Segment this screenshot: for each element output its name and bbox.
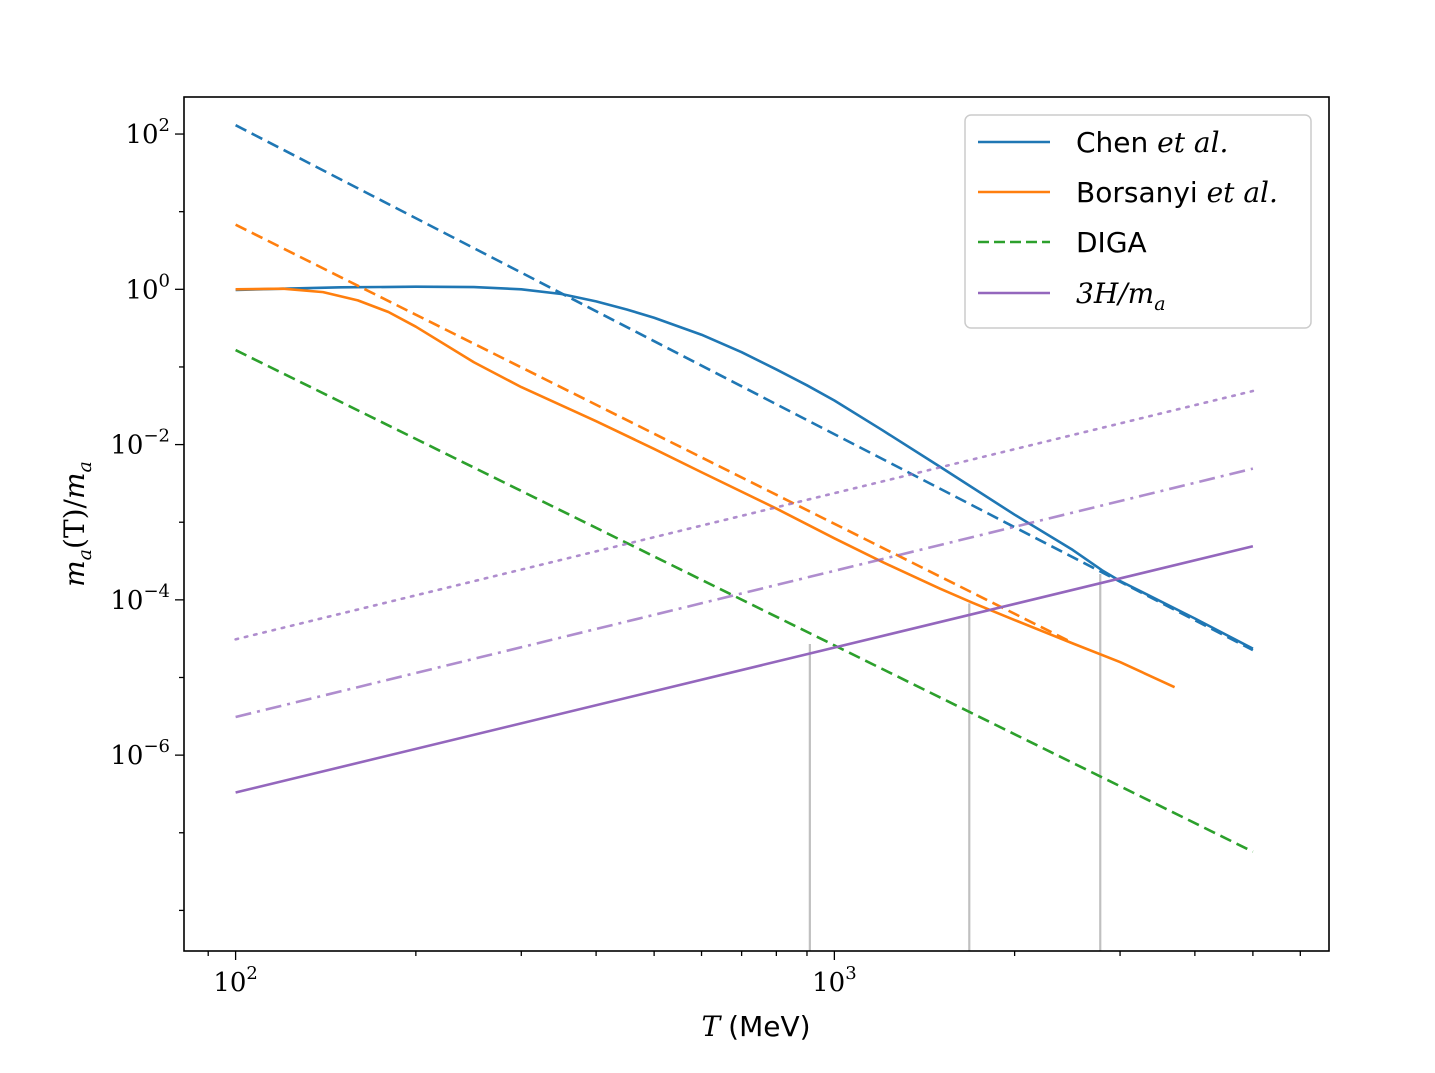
vertical-markers — [808, 574, 1102, 951]
plot-frame — [183, 96, 1330, 952]
series-group — [234, 124, 1255, 853]
series-chen-et-al-power-law — [235, 124, 1254, 652]
y-tick-label-1: 100 — [125, 270, 170, 305]
x-tick-label-1: 103 — [812, 963, 857, 998]
legend-entry-chen: Chen et al. — [978, 126, 1228, 159]
y-tick-label-4: 10−6 — [110, 736, 170, 771]
legend: Chen et al. Borsanyi et al. DIGA 3H/ma — [964, 114, 1312, 329]
legend-entry-borsanyi: Borsanyi et al. — [978, 176, 1278, 209]
series-3h-m-a-dotted — [234, 389, 1255, 641]
x-axis: 102 103 — [207, 951, 1301, 998]
series-borsanyi-et-al-power-law — [235, 223, 1074, 644]
y-tick-label-2: 10−2 — [110, 426, 170, 461]
y-axis: 102 100 10−2 10−4 10−6 — [110, 115, 184, 912]
y-axis-label: ma(T)/ma — [58, 461, 96, 587]
y-tick-label-3: 10−4 — [110, 581, 170, 616]
series-diga — [235, 348, 1254, 853]
y-tick-label-0: 102 — [125, 115, 170, 150]
legend-box — [964, 114, 1312, 329]
series-chen-et-al — [235, 285, 1254, 650]
legend-entry-hubble: 3H/ma — [978, 277, 1166, 315]
x-tick-label-0: 102 — [213, 963, 258, 998]
legend-entry-diga: DIGA — [978, 226, 1147, 259]
legend-label-borsanyi: Borsanyi et al. — [1076, 176, 1278, 209]
legend-label-hubble: 3H/ma — [1076, 277, 1166, 315]
legend-label-diga: DIGA — [1076, 226, 1147, 259]
series-borsanyi-et-al — [235, 287, 1176, 689]
series-3h-m-a-dash-dot — [235, 467, 1254, 719]
series-3h-m-a — [235, 545, 1254, 794]
x-axis-label: T (MeV) — [701, 1010, 810, 1043]
legend-label-chen: Chen et al. — [1076, 126, 1228, 159]
